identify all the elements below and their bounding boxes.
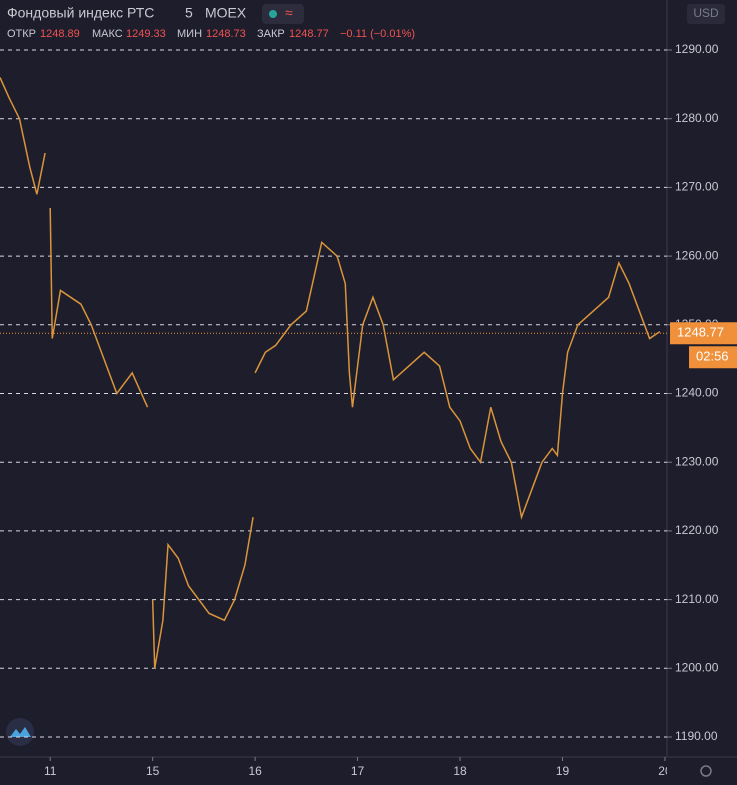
interval: 5 bbox=[185, 5, 193, 21]
chart-title: Фондовый индекс РТС bbox=[7, 5, 154, 21]
x-tick-label: 15 bbox=[146, 764, 160, 778]
price-line bbox=[254, 240, 661, 520]
y-tick-label: 1230.00 bbox=[675, 454, 719, 468]
high-value: 1249.33 bbox=[126, 28, 166, 40]
x-tick-label: 18 bbox=[453, 764, 467, 778]
price-line bbox=[49, 207, 149, 408]
currency-button[interactable] bbox=[687, 4, 725, 24]
y-tick-label: 1220.00 bbox=[675, 523, 719, 537]
low-label: МИН bbox=[177, 28, 202, 40]
close-label: ЗАКР bbox=[257, 28, 285, 40]
low-value: 1248.73 bbox=[206, 28, 246, 40]
plot-area: 11 15 16 17 18 19 20 bbox=[0, 49, 672, 778]
logo[interactable] bbox=[6, 718, 34, 746]
y-tick-label: 1200.00 bbox=[675, 660, 719, 674]
y-tick-label: 1280.00 bbox=[675, 111, 719, 125]
status-dot bbox=[269, 10, 277, 18]
high-label: МАКС bbox=[92, 28, 123, 40]
x-tick-label: 20 bbox=[658, 764, 672, 778]
status-icon: ≈ bbox=[285, 5, 293, 21]
countdown-tag bbox=[689, 346, 737, 369]
y-tick-label: 1190.00 bbox=[675, 729, 718, 743]
logo-icon bbox=[10, 727, 31, 737]
price-line bbox=[151, 517, 254, 669]
x-tick-label: 11 bbox=[44, 764, 57, 778]
x-tick-label: 16 bbox=[248, 764, 262, 778]
last-price-tag bbox=[670, 322, 737, 345]
open-value: 1248.89 bbox=[40, 28, 80, 40]
currency: USD bbox=[693, 6, 719, 20]
change: −0.11 (−0.01%) bbox=[340, 28, 415, 40]
settings-icon[interactable] bbox=[700, 765, 712, 777]
y-tick-label: 1240.00 bbox=[675, 386, 719, 400]
x-tick-label: 17 bbox=[351, 764, 365, 778]
last-price-label: 1248.77 bbox=[677, 325, 724, 340]
header: Фондовый индекс РТС 5 MOEX ≈ ОТКР 1248.8… bbox=[7, 4, 415, 40]
y-tick-label: 1290.00 bbox=[675, 42, 719, 56]
exchange: MOEX bbox=[205, 5, 247, 21]
price-line bbox=[0, 77, 46, 195]
x-tick-label: 19 bbox=[556, 764, 570, 778]
y-tick-label: 1260.00 bbox=[675, 248, 719, 262]
status-badge[interactable] bbox=[262, 4, 304, 24]
y-tick-label: 1210.00 bbox=[675, 592, 719, 606]
close-value: 1248.77 bbox=[289, 28, 329, 40]
y-tick-label: 1270.00 bbox=[675, 180, 719, 194]
open-label: ОТКР bbox=[7, 28, 36, 40]
countdown-label: 02:56 bbox=[696, 349, 729, 364]
